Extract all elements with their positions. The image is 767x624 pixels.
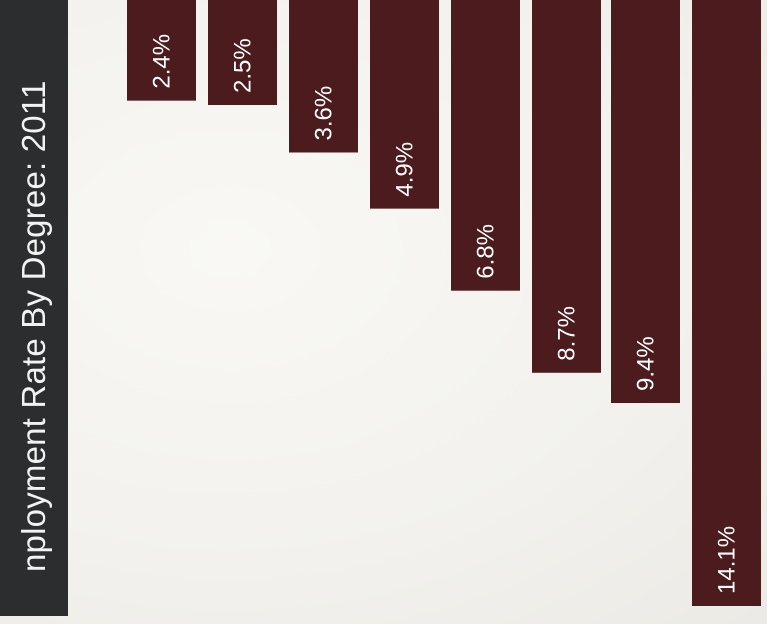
bar-5 [451,0,520,291]
bar-3 [289,0,358,153]
bar-6-value-label: 8.7% [554,306,581,361]
bar-labels: 2.4% 2.5% 3.6% 4.9% 6.8% 8.7% 9.4% 14.1% [149,34,741,594]
bar-5-value-label: 6.8% [473,224,500,279]
bar-series [127,0,761,606]
chart-title-bar: nployment Rate By Degree: 2011 [0,0,68,616]
bar-2 [208,0,277,105]
bar-7 [611,0,680,403]
bar-1 [127,0,196,101]
bar-4-value-label: 4.9% [392,142,419,197]
bar-3-value-label: 3.6% [311,86,338,141]
bar-7-value-label: 9.4% [633,336,660,391]
bar-8-value-label: 14.1% [714,526,741,594]
bar-4 [370,0,439,209]
bar-6 [532,0,601,373]
bar-8 [692,0,761,606]
bar-1-value-label: 2.4% [149,34,176,89]
bar-2-value-label: 2.5% [230,38,257,93]
